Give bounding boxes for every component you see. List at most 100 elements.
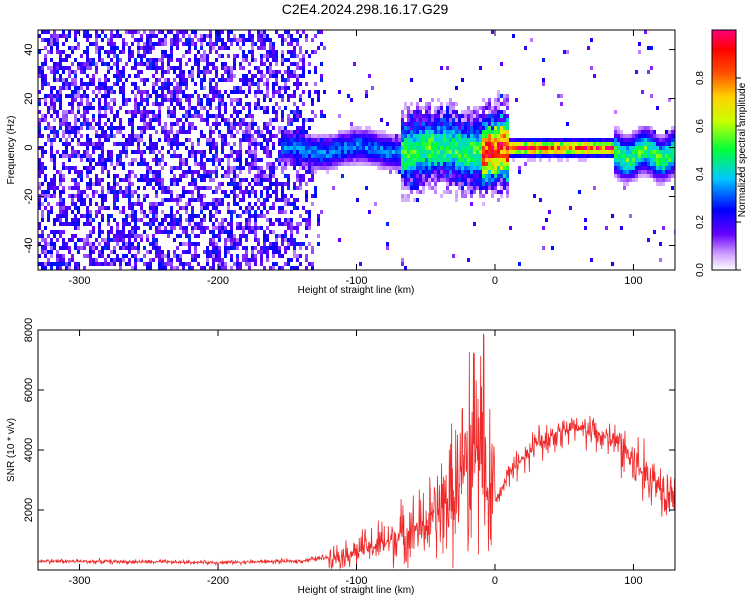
heatmap-cell xyxy=(227,118,230,122)
heatmap-cell xyxy=(218,130,221,134)
heatmap-cell xyxy=(38,66,41,70)
heatmap-cell xyxy=(431,98,434,102)
heatmap-cell xyxy=(128,202,131,206)
heatmap-cell xyxy=(77,206,80,210)
heatmap-cell xyxy=(542,82,545,86)
heatmap-cell xyxy=(104,50,107,54)
heatmap-cell xyxy=(248,162,251,166)
heatmap-cell xyxy=(62,186,65,190)
heatmap-cell xyxy=(251,74,254,78)
heatmap-cell xyxy=(122,210,125,214)
heatmap-cell xyxy=(311,246,314,250)
heatmap-cell xyxy=(428,186,431,190)
heatmap-cell xyxy=(215,86,218,90)
heatmap-cell xyxy=(251,78,254,82)
heatmap-cell xyxy=(80,126,83,130)
heatmap-cell xyxy=(263,34,266,38)
heatmap-cell xyxy=(221,30,224,34)
heatmap-cell xyxy=(572,146,575,150)
heatmap-cell xyxy=(638,126,641,130)
heatmap-cell xyxy=(323,90,326,94)
heatmap-cell xyxy=(656,174,659,178)
heatmap-cell xyxy=(203,226,206,230)
heatmap-cell xyxy=(452,146,455,150)
heatmap-cell xyxy=(110,238,113,242)
heatmap-cell xyxy=(569,146,572,150)
heatmap-cell xyxy=(611,150,614,154)
heatmap-cell xyxy=(254,166,257,170)
heatmap-cell xyxy=(131,162,134,166)
heatmap-cell xyxy=(119,262,122,266)
heatmap-cell xyxy=(260,62,263,66)
heatmap-cell xyxy=(314,138,317,142)
heatmap-cell xyxy=(635,174,638,178)
heatmap-cell xyxy=(71,90,74,94)
heatmap-cell xyxy=(251,230,254,234)
heatmap-cell xyxy=(503,154,506,158)
heatmap-cell xyxy=(65,94,68,98)
heatmap-cell xyxy=(617,150,620,154)
heatmap-cell xyxy=(641,130,644,134)
heatmap-cell xyxy=(65,78,68,82)
heatmap-cell xyxy=(62,238,65,242)
heatmap-cell xyxy=(107,90,110,94)
heatmap-cell xyxy=(224,226,227,230)
heatmap-cell xyxy=(488,102,491,106)
heatmap-cell xyxy=(95,66,98,70)
heatmap-cell xyxy=(44,190,47,194)
heatmap-cell xyxy=(143,62,146,66)
heatmap-cell xyxy=(446,142,449,146)
heatmap-cell xyxy=(413,114,416,118)
heatmap-cell xyxy=(329,158,332,162)
heatmap-cell xyxy=(377,146,380,150)
heatmap-cell xyxy=(593,142,596,146)
heatmap-cell xyxy=(206,118,209,122)
heatmap-cell xyxy=(209,202,212,206)
heatmap-cell xyxy=(146,42,149,46)
heatmap-cell xyxy=(473,162,476,166)
heatmap-cell xyxy=(257,106,260,110)
heatmap-cell xyxy=(545,218,548,222)
heatmap-cell xyxy=(206,226,209,230)
heatmap-cell xyxy=(659,170,662,174)
heatmap-cell xyxy=(362,142,365,146)
heatmap-cell xyxy=(194,250,197,254)
heatmap-cell xyxy=(464,142,467,146)
heatmap-cell xyxy=(128,30,131,34)
heatmap-cell xyxy=(467,134,470,138)
heatmap-cell xyxy=(434,182,437,186)
heatmap-cell xyxy=(623,170,626,174)
heatmap-cell xyxy=(44,242,47,246)
heatmap-cell xyxy=(284,250,287,254)
heatmap-cell xyxy=(272,70,275,74)
heatmap-cell xyxy=(254,138,257,142)
heatmap-cell xyxy=(101,190,104,194)
heatmap-cell xyxy=(197,110,200,114)
heatmap-cell xyxy=(143,210,146,214)
heatmap-cell xyxy=(254,254,257,258)
heatmap-cell xyxy=(632,138,635,142)
heatmap-cell xyxy=(50,50,53,54)
heatmap-cell xyxy=(362,138,365,142)
heatmap-cell xyxy=(317,154,320,158)
heatmap-cell xyxy=(284,234,287,238)
heatmap-cell xyxy=(293,226,296,230)
heatmap-cell xyxy=(80,98,83,102)
heatmap-cell xyxy=(290,158,293,162)
heatmap-cell xyxy=(428,166,431,170)
heatmap-cell xyxy=(293,266,296,270)
heatmap-cell xyxy=(242,50,245,54)
heatmap-cell xyxy=(86,50,89,54)
heatmap-cell xyxy=(383,150,386,154)
heatmap-cell xyxy=(332,186,335,190)
heatmap-cell xyxy=(131,254,134,258)
heatmap-cell xyxy=(425,130,428,134)
heatmap-cell xyxy=(80,142,83,146)
heatmap-cell xyxy=(638,154,641,158)
heatmap-cell xyxy=(470,122,473,126)
heatmap-cell xyxy=(161,86,164,90)
heatmap-cell xyxy=(53,134,56,138)
heatmap-cell xyxy=(104,82,107,86)
heatmap-cell xyxy=(356,130,359,134)
heatmap-cell xyxy=(623,182,626,186)
